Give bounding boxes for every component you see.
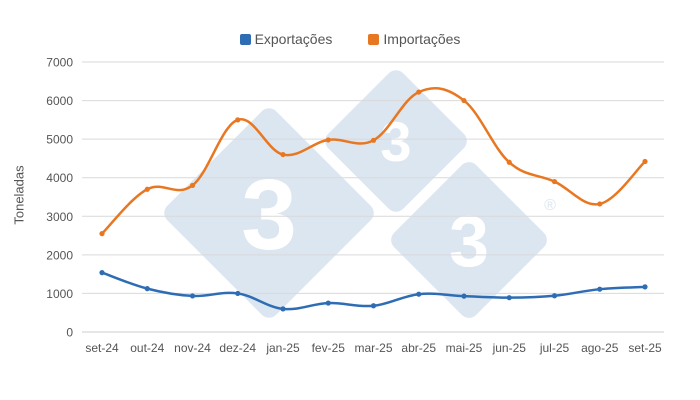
registered-mark: ®	[544, 197, 556, 214]
svg-text:out-24: out-24	[130, 341, 164, 355]
data-point[interactable]	[370, 303, 377, 309]
legend-item-exportacoes[interactable]: Exportações	[239, 31, 333, 47]
svg-text:fev-25: fev-25	[312, 341, 346, 355]
data-point[interactable]	[461, 97, 467, 104]
legend-swatch-icon	[368, 33, 380, 45]
watermark-diamond: 3	[391, 162, 547, 318]
data-point[interactable]	[597, 286, 603, 292]
data-point[interactable]	[506, 295, 512, 301]
data-point[interactable]	[235, 117, 241, 123]
data-point[interactable]	[416, 89, 422, 95]
svg-text:6000: 6000	[46, 94, 73, 108]
svg-text:jul-25: jul-25	[539, 341, 570, 355]
svg-text:ago-25: ago-25	[581, 341, 619, 355]
data-point[interactable]	[235, 290, 241, 297]
data-point[interactable]	[189, 182, 196, 189]
series-exportaes	[99, 270, 648, 312]
data-point[interactable]	[461, 293, 467, 299]
svg-text:7000: 7000	[46, 56, 73, 70]
svg-text:jun-25: jun-25	[492, 341, 527, 355]
svg-text:3: 3	[449, 202, 489, 282]
svg-text:nov-24: nov-24	[174, 341, 211, 355]
svg-text:set-24: set-24	[85, 341, 119, 355]
data-point[interactable]	[642, 284, 648, 290]
data-point[interactable]	[506, 159, 512, 165]
data-point[interactable]	[642, 158, 648, 165]
series-lines	[99, 87, 648, 312]
svg-text:4000: 4000	[46, 171, 73, 185]
data-point[interactable]	[597, 201, 603, 207]
x-axis-ticks: set-24 out-24 nov-24 dez-24 jan-25 fev-25 mar-…	[85, 341, 662, 355]
svg-text:5000: 5000	[46, 133, 73, 147]
data-point[interactable]	[416, 291, 422, 297]
data-point[interactable]	[325, 300, 331, 306]
legend-item-importacoes[interactable]: Importações	[368, 31, 460, 47]
svg-text:mar-25: mar-25	[354, 341, 392, 355]
series-importaes	[99, 87, 648, 237]
legend: Exportações Importações	[0, 31, 700, 47]
legend-swatch-icon	[239, 33, 251, 45]
svg-text:3000: 3000	[46, 210, 73, 224]
data-point[interactable]	[370, 137, 377, 143]
svg-text:3: 3	[380, 110, 411, 173]
data-point[interactable]	[280, 306, 286, 312]
watermark-diamond: 3	[325, 70, 467, 212]
svg-text:3: 3	[241, 159, 297, 271]
watermark-logo: 333 ®	[164, 70, 556, 318]
svg-text:1000: 1000	[46, 287, 73, 301]
data-point[interactable]	[551, 293, 558, 299]
svg-text:mai-25: mai-25	[446, 341, 483, 355]
y-axis-ticks: 0 1000 2000 3000 4000 5000 6000 7000	[46, 56, 73, 340]
svg-text:dez-24: dez-24	[219, 341, 256, 355]
legend-label: Importações	[383, 31, 461, 47]
legend-label: Exportações	[254, 31, 333, 47]
data-point[interactable]	[325, 137, 331, 143]
gridlines	[82, 61, 664, 333]
data-point[interactable]	[280, 151, 286, 158]
svg-text:jan-25: jan-25	[265, 341, 300, 355]
data-point[interactable]	[189, 293, 196, 299]
data-point[interactable]	[99, 270, 105, 276]
watermark-diamond: 3	[164, 108, 374, 318]
svg-text:set-25: set-25	[628, 341, 662, 355]
data-point[interactable]	[144, 286, 150, 292]
svg-text:abr-25: abr-25	[401, 341, 436, 355]
svg-text:2000: 2000	[46, 248, 73, 262]
data-point[interactable]	[551, 178, 558, 185]
data-point[interactable]	[144, 186, 150, 192]
svg-text:0: 0	[66, 326, 73, 340]
data-point[interactable]	[99, 231, 105, 237]
y-axis-title: Toneladas	[11, 165, 27, 225]
